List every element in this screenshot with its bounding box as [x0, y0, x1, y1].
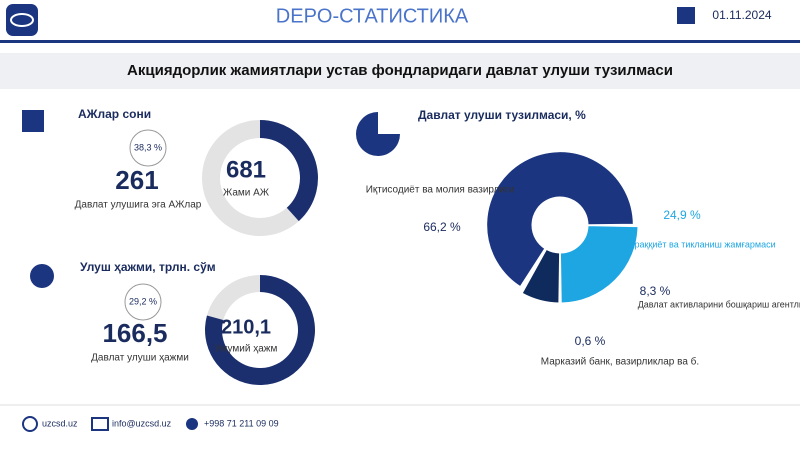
panel-title: Улуш ҳажми, трлн. сўм: [80, 260, 216, 274]
header-date: 01.11.2024: [712, 8, 771, 22]
share-badge: [129, 129, 167, 167]
mail-icon: [91, 417, 109, 431]
value-label: 24,9 %: [663, 208, 701, 222]
panel-title: АЖлар сони: [78, 107, 151, 121]
donut-segment: [205, 275, 315, 386]
header-line: [0, 40, 800, 43]
total-label: 681: [226, 156, 266, 183]
pie-segment: [559, 225, 639, 304]
footer-phone[interactable]: +998 71 211 09 09: [204, 418, 279, 428]
calendar-icon: [677, 7, 695, 24]
pie-icon: [356, 112, 400, 156]
donut-segment: [260, 120, 318, 222]
logo-mark: [10, 13, 34, 27]
panel-title: Давлат улуши тузилмаси, %: [418, 108, 586, 122]
subtitle: Акциядорлик жамиятлари устав фондларидаг…: [127, 62, 673, 79]
donut-remainder: [202, 119, 299, 236]
share-label: 29,2 %: [129, 296, 157, 306]
header-bar: [0, 0, 800, 40]
category-label: Иқтисодиёт ва молия вазирлиги: [366, 185, 515, 196]
category-label: Давлат активларини бошқариш агентлиги: [638, 299, 800, 309]
building-icon: [22, 110, 44, 132]
pie-segment: [521, 248, 561, 304]
footer-website[interactable]: uzcsd.uz: [42, 418, 78, 428]
value-label: 0,6 %: [575, 334, 606, 348]
share-label: 38,3 %: [134, 142, 162, 152]
total-category: Умумий ҳажм: [215, 344, 278, 355]
total-category: Жами АЖ: [223, 188, 270, 199]
web-icon: [22, 416, 38, 432]
logo: [6, 4, 38, 36]
phone-icon: [186, 418, 198, 430]
pie-segment: [518, 248, 547, 293]
category-label: Тараққиёт ва тикланиш жамғармаси: [624, 239, 775, 249]
category-label: Давлат улуши ҳажми: [91, 353, 189, 364]
coins-icon: [30, 264, 54, 288]
value-label: 261: [115, 165, 158, 195]
value-label: 166,5: [102, 318, 167, 348]
footer-email[interactable]: info@uzcsd.uz: [112, 418, 172, 428]
category-label: Марказий банк, вазирликлар ва б.: [541, 356, 699, 368]
donut-remainder: [206, 275, 260, 320]
subtitle-band: [0, 53, 800, 89]
value-label: 66,2 %: [423, 220, 461, 234]
share-badge: [124, 283, 162, 321]
total-label: 210,1: [221, 316, 271, 338]
value-label: 8,3 %: [640, 284, 671, 298]
header-title: DEPO-СТАТИСТИКА: [276, 5, 469, 27]
category-label: Давлат улушига эга АЖлар: [75, 200, 202, 211]
pie-segment: [486, 151, 634, 288]
